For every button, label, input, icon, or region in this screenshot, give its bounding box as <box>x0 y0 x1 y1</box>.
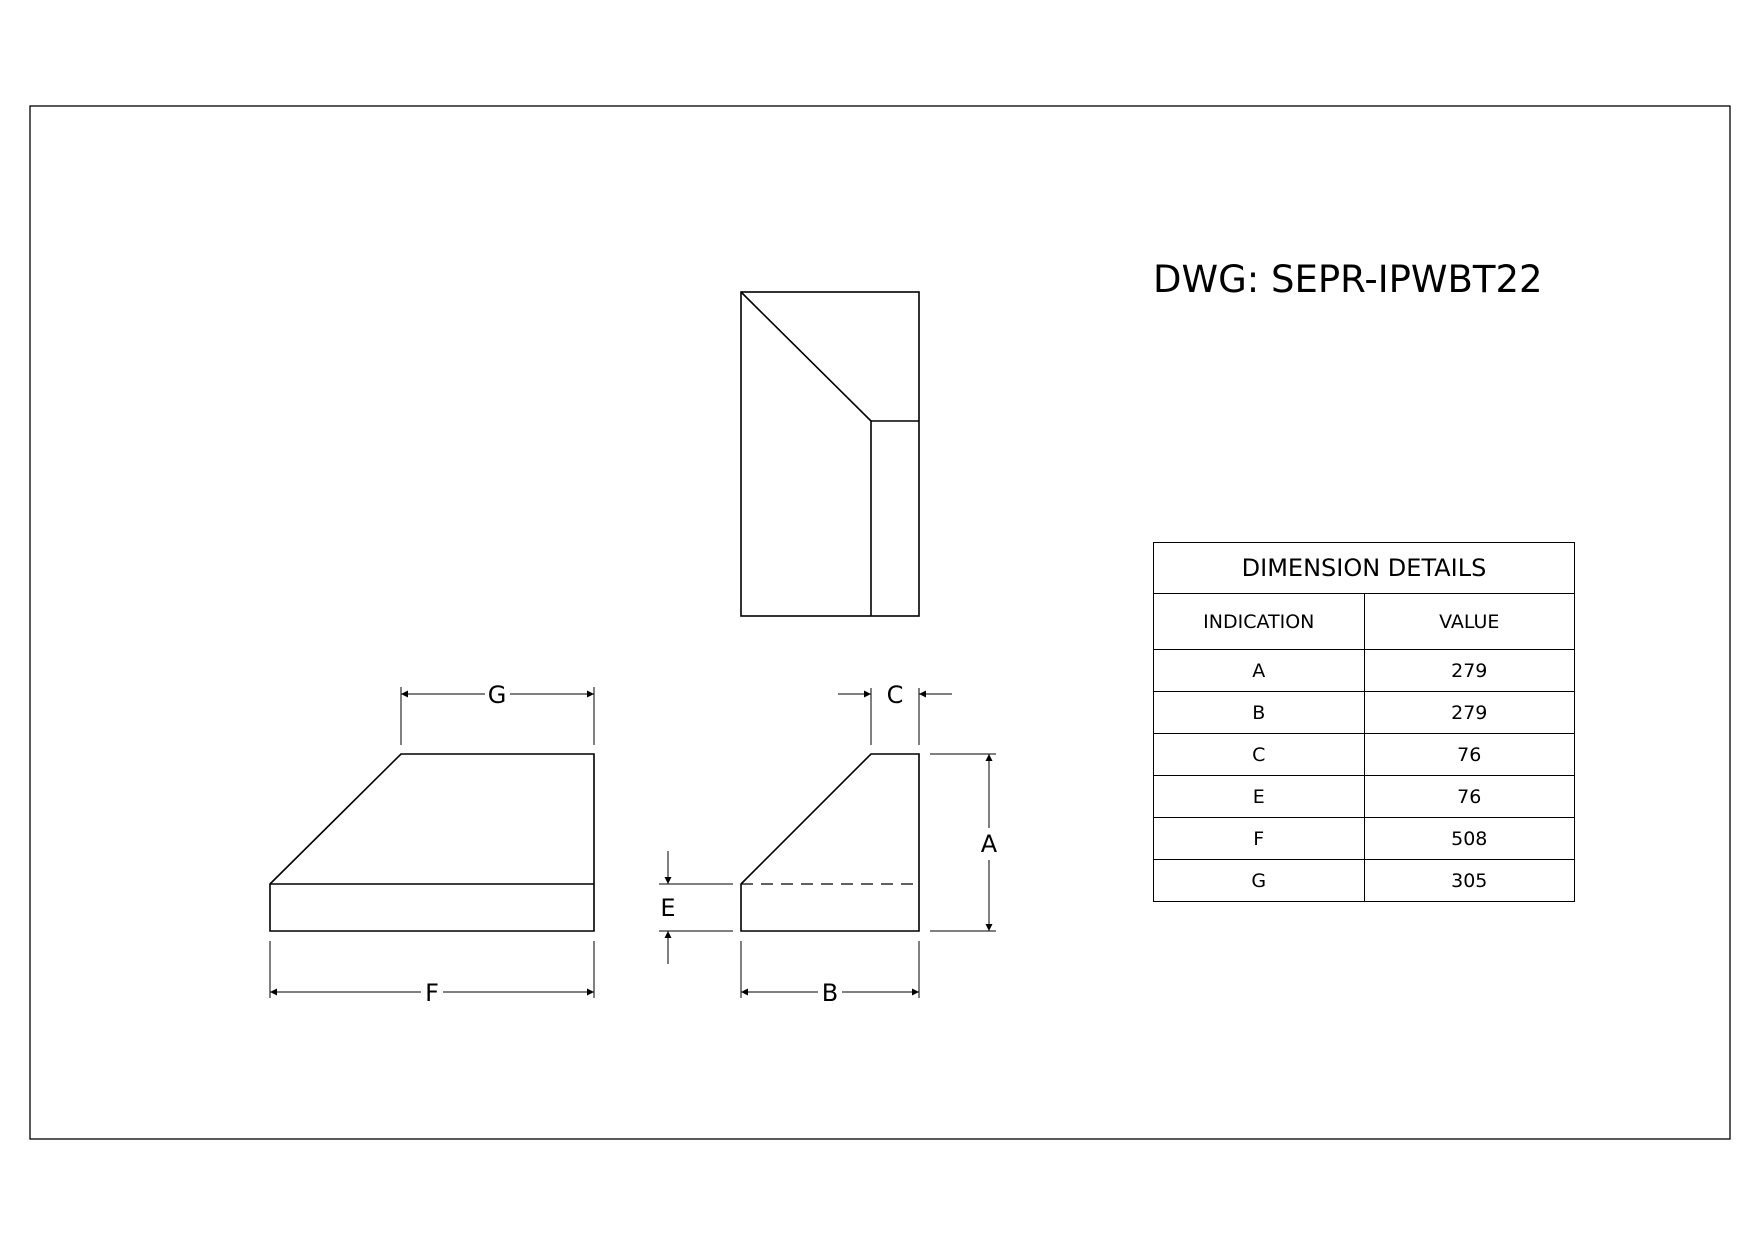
value-cell: 279 <box>1363 691 1575 734</box>
front-view <box>269 753 595 932</box>
table-row: B 279 <box>1153 691 1575 734</box>
value-cell: 76 <box>1363 775 1575 818</box>
dimension-label-f: F <box>425 979 439 1007</box>
indication-cell: F <box>1153 817 1365 860</box>
dimension-g <box>400 687 595 745</box>
dimension-f <box>269 941 595 998</box>
dimension-table: DIMENSION DETAILS INDICATION VALUE A 279… <box>1153 542 1575 902</box>
dimension-table-heading: DIMENSION DETAILS <box>1153 542 1575 594</box>
table-row: G 305 <box>1153 859 1575 902</box>
dimension-label-b: B <box>822 979 838 1007</box>
dimension-label-a: A <box>981 830 998 858</box>
dimension-label-c: C <box>887 681 904 709</box>
drawing-title: DWG: SEPR-IPWBT22 <box>1153 258 1543 301</box>
indication-cell: C <box>1153 733 1365 776</box>
side-view <box>740 753 920 932</box>
dimension-e <box>659 851 733 964</box>
table-row: C 76 <box>1153 733 1575 776</box>
dimension-label-g: G <box>488 681 507 709</box>
indication-cell: E <box>1153 775 1365 818</box>
table-row: A 279 <box>1153 649 1575 692</box>
dimension-a <box>930 753 996 932</box>
column-header-value: VALUE <box>1363 593 1575 650</box>
table-row: E 76 <box>1153 775 1575 818</box>
value-cell: 508 <box>1363 817 1575 860</box>
column-header-indication: INDICATION <box>1153 593 1365 650</box>
top-view <box>740 291 920 617</box>
dimension-b <box>740 941 920 998</box>
table-row: F 508 <box>1153 817 1575 860</box>
drawing-frame <box>29 105 1731 1140</box>
dimension-c <box>838 688 952 745</box>
dimension-label-e: E <box>660 894 675 922</box>
indication-cell: B <box>1153 691 1365 734</box>
indication-cell: A <box>1153 649 1365 692</box>
value-cell: 279 <box>1363 649 1575 692</box>
value-cell: 305 <box>1363 859 1575 902</box>
value-cell: 76 <box>1363 733 1575 776</box>
indication-cell: G <box>1153 859 1365 902</box>
